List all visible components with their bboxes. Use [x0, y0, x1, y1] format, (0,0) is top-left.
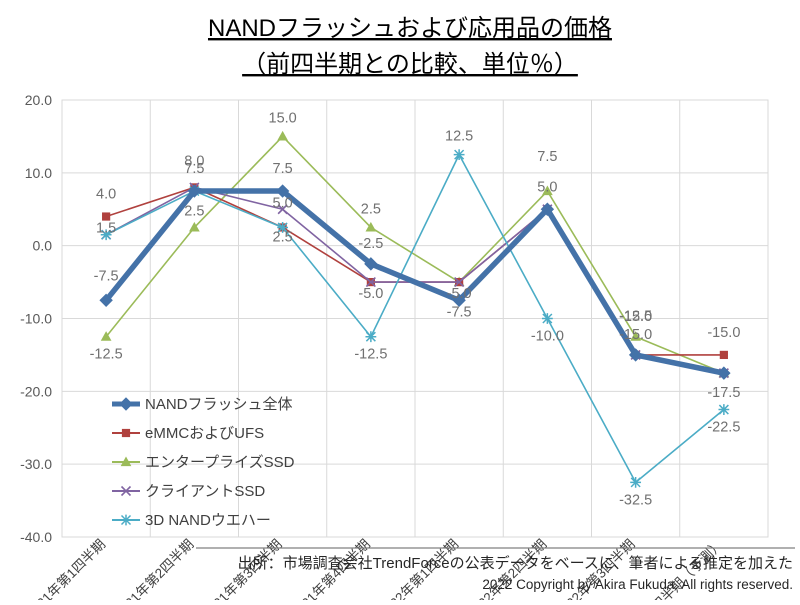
series-marker	[120, 485, 132, 497]
legend-label: クライアントSSD	[145, 483, 265, 500]
series-marker	[719, 350, 728, 360]
data-point-label: 1.5	[96, 221, 116, 237]
series-marker	[541, 313, 553, 324]
series-marker	[365, 277, 376, 288]
series-marker	[189, 221, 200, 232]
legend-item[interactable]: クライアントSSD	[112, 483, 265, 500]
series-marker	[542, 185, 553, 196]
series-group	[100, 149, 730, 488]
data-point-label: -15.0	[707, 325, 740, 341]
series-marker	[364, 257, 378, 271]
legend-label: 3D NANDウエハー	[145, 512, 271, 529]
data-point-label: -22.5	[707, 420, 740, 436]
plot-area-border	[61, 99, 769, 538]
data-point-label: -7.5	[447, 304, 472, 320]
data-point-label: 8.0	[184, 153, 204, 169]
data-point-label: -7.5	[94, 268, 119, 284]
data-point-label: 2.5	[184, 203, 204, 219]
data-point-label: 7.5	[184, 161, 204, 177]
data-point-label: -15.0	[619, 309, 652, 325]
chart-title-line-1: NANDフラッシュおよび応用品の価格	[208, 15, 612, 42]
data-point-label: 4.0	[96, 187, 116, 203]
y-axis-tick-label: 20.0	[25, 92, 52, 108]
data-point-label: 12.5	[445, 129, 473, 145]
y-axis-tick-labels: 20.0 10.0 0.0 -10.0 -20.0 -30.0 -40.0	[20, 92, 52, 545]
legend-label: NANDフラッシュ全体	[145, 395, 293, 413]
series-group	[99, 184, 731, 380]
data-point-label: 5.0	[273, 195, 293, 211]
series-marker	[277, 222, 289, 233]
data-point-label: -10.0	[531, 329, 564, 345]
series-marker	[454, 277, 465, 288]
source-note: 出所：市場調査会社TrendForceの公表データをベースに、筆者による推定を加…	[238, 554, 793, 572]
y-axis-tick-label: -40.0	[20, 529, 52, 545]
y-axis-tick-label: -30.0	[20, 456, 52, 472]
data-point-label: 5.0	[537, 179, 557, 195]
series-marker	[120, 514, 132, 526]
data-point-label: -2.5	[358, 236, 383, 252]
data-point-label: -5.0	[447, 286, 472, 302]
chart-legend: NANDフラッシュ全体 eMMCおよびUFS エンタープライズSSD クライアントSS…	[112, 395, 295, 529]
data-point-label: 15.0	[269, 110, 297, 126]
series-marker	[100, 229, 112, 241]
data-point-label: 7.5	[273, 161, 293, 177]
legend-item[interactable]: エンタープライズSSD	[112, 454, 295, 471]
series-marker	[275, 184, 290, 198]
series-marker	[102, 212, 111, 221]
legend-label: エンタープライズSSD	[145, 454, 295, 471]
series-marker	[187, 184, 202, 198]
y-axis-tick-label: 0.0	[33, 238, 53, 254]
data-point-label: -12.5	[354, 347, 387, 363]
series-line	[105, 135, 725, 374]
series-marker	[99, 293, 113, 307]
legend-item[interactable]: NANDフラッシュ全体	[112, 395, 293, 413]
y-axis-tick-label: -10.0	[20, 311, 52, 327]
series-marker	[277, 204, 288, 215]
series-marker	[453, 149, 465, 161]
data-point-label: -32.5	[619, 492, 652, 508]
series-marker	[121, 428, 131, 438]
data-point-label: -17.5	[707, 385, 740, 401]
y-axis-tick-label: -20.0	[20, 383, 52, 399]
series-marker	[120, 456, 132, 467]
series-marker	[119, 397, 133, 411]
series-marker	[540, 202, 555, 216]
data-point-label: 2.5	[361, 201, 381, 217]
data-point-label: 7.5	[537, 149, 557, 165]
data-point-label: 2.5	[273, 229, 293, 245]
data-point-labels: -7.5 7.5 7.5 -2.5 -7.5 5.0 -15.0 -17.5 4.0 8.0 -5.…	[90, 110, 741, 508]
series-line	[103, 188, 727, 376]
series-marker	[452, 293, 466, 307]
data-point-label: -12.5	[90, 347, 123, 363]
legend-item[interactable]: eMMCおよびUFS	[112, 425, 264, 442]
legend-item[interactable]: 3D NANDウエハー	[112, 512, 271, 529]
series-marker	[100, 331, 112, 341]
chart-title-line-2: （前四半期との比較、単位％）	[242, 51, 578, 78]
series-marker	[630, 331, 641, 341]
series-marker	[630, 476, 642, 488]
data-point-label: -15.0	[619, 327, 652, 343]
series-marker	[717, 366, 731, 380]
series-marker	[365, 221, 377, 232]
series-marker	[277, 130, 288, 141]
series-marker	[365, 331, 377, 343]
data-point-label: -12.5	[619, 309, 652, 325]
legend-label: eMMCおよびUFS	[145, 425, 264, 442]
data-series-lines	[99, 130, 731, 488]
copyright-note: 2022 Copyright by Akira Fukuda. All righ…	[482, 577, 793, 592]
data-point-label: -5.0	[358, 286, 383, 302]
series-line	[105, 153, 725, 484]
series-marker	[718, 404, 730, 415]
y-axis-tick-label: 10.0	[25, 165, 52, 181]
series-marker	[628, 348, 643, 362]
